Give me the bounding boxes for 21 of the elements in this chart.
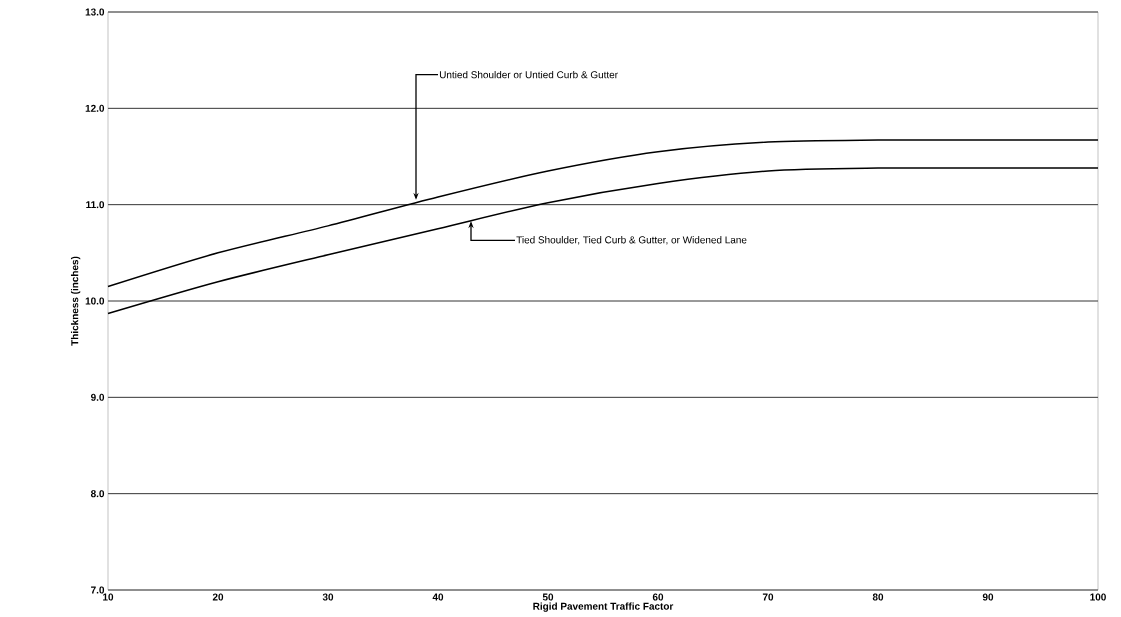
x-tick-label: 50 xyxy=(542,593,554,601)
annotation: Untied Shoulder or Untied Curb & Gutter xyxy=(439,70,618,79)
x-tick-label: 10 xyxy=(103,593,114,601)
x-tick-label: 40 xyxy=(432,593,444,601)
y-tick-label: 8.0 xyxy=(90,490,105,498)
y-tick-label: 10.0 xyxy=(85,297,105,305)
x-axis-title: Rigid Pavement Traffic Factor xyxy=(533,602,674,612)
annotation: Tied Shoulder, Tied Curb & Gutter, or Widened Lane xyxy=(516,236,747,245)
y-tick-label: 9.0 xyxy=(90,393,105,401)
x-tick-label: 70 xyxy=(762,593,774,601)
y-tick-label: 13.0 xyxy=(85,8,105,16)
x-tick-label: 30 xyxy=(322,593,334,601)
x-tick-label: 60 xyxy=(652,593,664,601)
x-tick-label: 100 xyxy=(1090,593,1106,601)
x-tick-label: 80 xyxy=(872,593,884,601)
y-axis-title: Thickness (inches) xyxy=(70,256,81,346)
x-tick-label: 90 xyxy=(982,593,994,601)
x-tick-label: 20 xyxy=(212,593,224,601)
y-tick-label: 11.0 xyxy=(86,201,105,209)
y-tick-label: 7.0 xyxy=(91,586,105,594)
y-tick-label: 12.0 xyxy=(85,104,105,112)
